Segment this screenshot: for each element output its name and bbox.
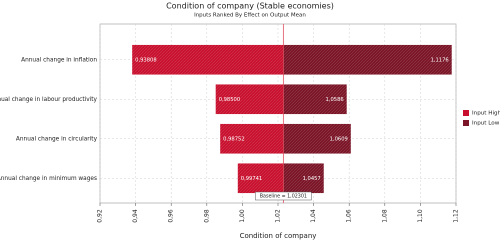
legend-swatch [463,120,469,126]
x-tick-label: 1,02 [275,209,282,223]
x-tick-label: 0,92 [97,209,104,223]
category-label: Annual change in minimum wages [0,176,97,182]
x-tick-label: 0,98 [203,209,210,223]
value-label: 1,1176 [431,57,449,63]
category-label: Annual change in inflation [21,57,97,63]
bar [215,84,284,115]
value-label: 0,98500 [219,97,240,103]
x-tick-label: 1,00 [239,209,246,223]
value-label: 1,0609 [330,136,348,142]
x-tick-label: 1,08 [381,209,388,223]
category-label: Annual change in circularity [16,136,98,142]
x-axis-label: Condition of company [240,232,317,240]
value-label: 0,98752 [223,136,244,142]
bar [132,44,284,75]
value-label: 0,99741 [241,176,262,182]
x-tick-label: 0,96 [168,209,175,223]
bar [283,123,351,154]
legend-swatch [463,110,469,116]
value-label: 0,93808 [135,57,156,63]
bar [283,44,452,75]
x-tick-label: 1,06 [346,209,353,223]
bar [283,163,324,194]
bar [220,123,284,154]
value-label: 1,0457 [303,176,321,182]
bar [283,84,347,115]
x-tick-label: 1,12 [453,209,460,223]
x-tick-label: 0,94 [132,209,139,223]
legend-label: Input High [472,111,500,117]
bar [237,163,284,194]
value-label: 1,0586 [326,97,344,103]
chart-subtitle: Inputs Ranked By Effect on Output Mean [194,13,306,19]
category-label: Annual change in labour productivity [0,97,98,103]
chart-title: Condition of company (Stable economies) [166,2,334,11]
baseline-box [255,191,312,201]
x-tick-label: 1,04 [310,209,317,223]
x-tick-label: 1,10 [417,209,424,223]
legend-label: Input Low [472,121,500,127]
baseline-label: Baseline = 1,02301 [260,194,307,200]
